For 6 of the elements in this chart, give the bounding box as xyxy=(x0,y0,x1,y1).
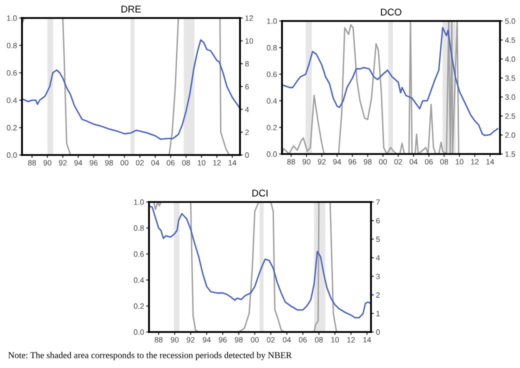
chart-title: DCI xyxy=(252,190,268,197)
line-series xyxy=(282,26,498,136)
line-series xyxy=(22,39,240,140)
text: Note: The shaded area corresponds to the recession periods detected by NBER xyxy=(8,352,292,360)
chart-title: DRE xyxy=(122,6,141,12)
chart-title: DCO xyxy=(380,8,402,16)
